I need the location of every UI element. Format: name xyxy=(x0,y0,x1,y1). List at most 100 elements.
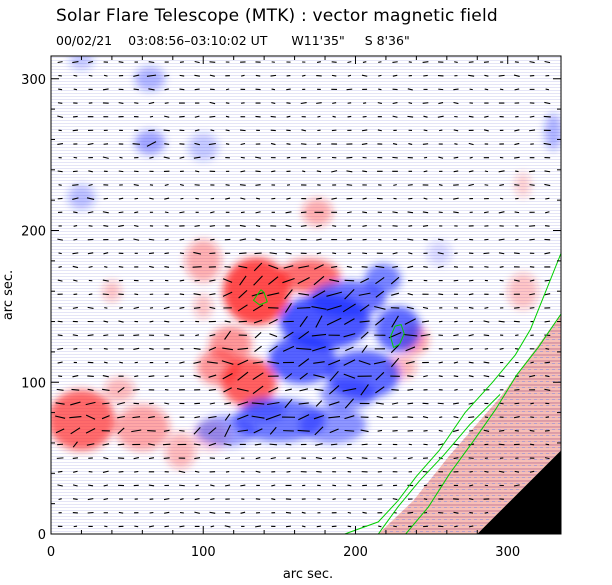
field-vector xyxy=(87,498,94,501)
field-vector xyxy=(423,266,428,268)
field-vector xyxy=(254,345,262,353)
field-vector xyxy=(407,511,414,514)
field-vector xyxy=(252,372,264,381)
field-vector xyxy=(407,88,413,91)
field-vector xyxy=(362,252,368,255)
field-vector xyxy=(240,156,245,159)
field-vector xyxy=(164,375,169,378)
field-vector xyxy=(194,115,200,118)
field-vector xyxy=(313,361,325,364)
field-vector xyxy=(453,170,459,173)
field-vector xyxy=(240,142,246,146)
field-vector xyxy=(239,275,247,286)
y-tick-label: 200 xyxy=(21,225,46,240)
field-vector xyxy=(423,197,428,200)
field-vector xyxy=(392,211,398,214)
field-vector xyxy=(179,279,185,282)
field-vector xyxy=(344,429,355,432)
field-vector xyxy=(326,305,342,311)
field-vector xyxy=(529,279,535,282)
plot-area xyxy=(51,56,561,534)
field-vector xyxy=(179,265,185,268)
field-vector xyxy=(529,115,535,118)
field-vector xyxy=(515,170,519,173)
field-vector xyxy=(225,197,231,200)
field-vector xyxy=(148,416,155,419)
field-vector xyxy=(225,115,230,118)
field-vector xyxy=(453,511,459,514)
field-vector xyxy=(282,345,295,352)
field-vector xyxy=(118,320,124,323)
field-vector xyxy=(468,115,474,118)
field-vector xyxy=(133,224,139,227)
field-vector xyxy=(69,416,82,419)
field-vector xyxy=(71,388,80,391)
field-vector xyxy=(253,319,263,324)
field-vector xyxy=(498,211,505,214)
field-vector xyxy=(375,371,385,381)
field-vector xyxy=(407,416,414,419)
field-vector xyxy=(285,211,292,214)
field-vector xyxy=(88,183,93,187)
field-vector xyxy=(311,306,327,310)
field-vector xyxy=(468,457,474,459)
field-vector xyxy=(268,345,278,353)
field-vector xyxy=(316,61,321,63)
field-vector xyxy=(57,334,63,337)
field-vector xyxy=(118,266,124,268)
field-vector xyxy=(405,361,415,365)
field-vector xyxy=(332,115,336,118)
field-vector xyxy=(529,374,536,378)
field-vector xyxy=(375,317,385,326)
field-vector xyxy=(316,224,322,228)
field-vector xyxy=(483,429,490,433)
field-vector xyxy=(284,302,292,313)
field-vector xyxy=(346,265,352,268)
field-vector xyxy=(298,358,310,367)
field-vector xyxy=(102,443,110,446)
field-vector xyxy=(328,401,340,406)
field-vector xyxy=(57,347,64,350)
field-vector xyxy=(210,484,215,487)
field-vector xyxy=(270,142,276,146)
field-vector xyxy=(164,402,170,405)
field-vector xyxy=(375,265,385,269)
field-vector xyxy=(375,290,385,298)
field-vector xyxy=(193,293,201,296)
field-vector xyxy=(134,375,139,378)
field-vector xyxy=(422,61,429,64)
x-tick-label: 0 xyxy=(47,545,55,560)
field-vector xyxy=(468,525,474,528)
positive-polarity-region-4 xyxy=(197,348,240,386)
field-vector xyxy=(103,334,109,337)
field-vector xyxy=(312,290,326,299)
field-vector xyxy=(312,346,326,352)
field-vector xyxy=(361,344,368,353)
field-vector xyxy=(301,74,306,77)
field-vector xyxy=(378,61,382,63)
field-vector xyxy=(469,511,474,514)
field-vector xyxy=(298,292,310,296)
field-vector xyxy=(346,456,353,460)
field-vector xyxy=(342,303,356,313)
field-vector xyxy=(87,375,94,378)
field-vector xyxy=(148,88,155,91)
field-vector xyxy=(407,265,414,269)
field-vector xyxy=(347,74,352,77)
field-vector xyxy=(134,211,139,214)
field-vector xyxy=(194,470,200,473)
field-vector xyxy=(269,252,277,255)
field-vector xyxy=(346,184,353,186)
field-vector xyxy=(437,115,444,118)
field-vector xyxy=(286,197,291,200)
field-vector xyxy=(146,141,157,147)
field-vector xyxy=(253,275,263,286)
field-vector xyxy=(133,184,139,186)
field-vector xyxy=(86,443,95,446)
field-vector xyxy=(57,115,64,118)
field-vector xyxy=(315,400,323,407)
field-vector xyxy=(118,224,124,227)
field-vector xyxy=(101,415,110,420)
field-vector xyxy=(224,320,231,323)
field-vector xyxy=(179,74,185,77)
